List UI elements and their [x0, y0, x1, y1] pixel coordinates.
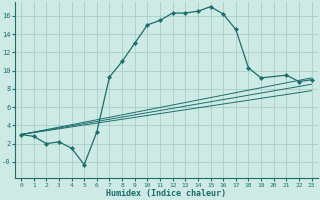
X-axis label: Humidex (Indice chaleur): Humidex (Indice chaleur): [106, 189, 226, 198]
